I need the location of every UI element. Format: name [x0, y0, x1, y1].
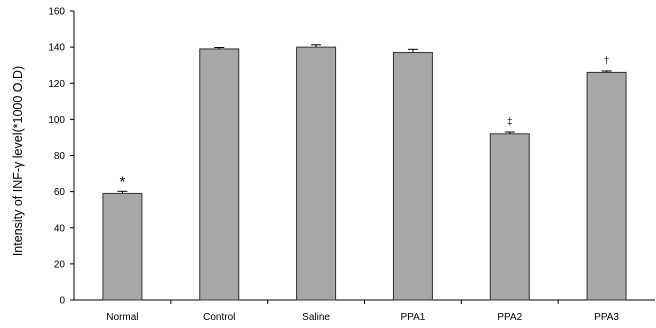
x-tick-label: PPA1 — [400, 312, 425, 323]
bar-normal — [102, 192, 143, 301]
bars: * ‡ † — [102, 44, 627, 301]
y-tick-label: 20 — [54, 259, 66, 270]
y-tick-label: 80 — [54, 151, 66, 162]
bar-ppa1 — [392, 52, 433, 301]
y-tick-label: 0 — [59, 296, 65, 307]
y-tick-label: 140 — [48, 43, 65, 54]
significance-marker: * — [119, 173, 125, 190]
bar-control — [199, 48, 240, 301]
y-tick-label: 160 — [48, 7, 65, 18]
significance-marker: † — [604, 56, 610, 67]
y-tick-label: 120 — [48, 79, 65, 90]
x-tick-label: Control — [203, 312, 235, 323]
y-axis-title: Intensity of INF-γ level(*1000 O.D) — [11, 66, 25, 256]
x-tick-label: PPA2 — [497, 312, 522, 323]
x-tick-label: PPA3 — [594, 312, 619, 323]
y-axis-ticks: 0 20 40 60 80 100 120 140 160 — [48, 7, 74, 307]
bar-ppa2 — [489, 133, 530, 301]
bar-ppa3 — [586, 71, 627, 301]
significance-marker: ‡ — [507, 117, 513, 128]
axes — [73, 11, 655, 301]
y-tick-label: 60 — [54, 187, 66, 198]
y-tick-label: 100 — [48, 115, 65, 126]
x-axis-ticks: Normal Control Saline PPA1 PPA2 PPA3 — [106, 300, 619, 323]
x-tick-label: Normal — [106, 312, 138, 323]
x-tick-label: Saline — [302, 312, 330, 323]
y-tick-label: 40 — [54, 223, 66, 234]
bar-saline — [296, 46, 337, 301]
